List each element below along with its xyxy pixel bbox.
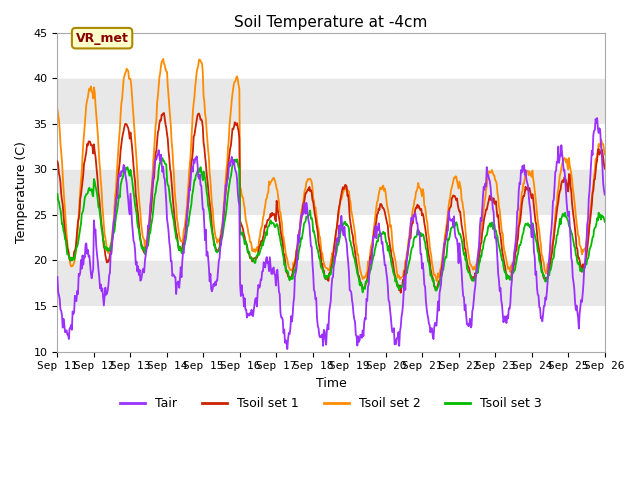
Y-axis label: Temperature (C): Temperature (C) — [15, 141, 28, 243]
X-axis label: Time: Time — [316, 377, 346, 390]
Text: VR_met: VR_met — [76, 32, 129, 45]
Bar — [58, 306, 605, 351]
Bar — [58, 124, 605, 169]
Legend: Tair, Tsoil set 1, Tsoil set 2, Tsoil set 3: Tair, Tsoil set 1, Tsoil set 2, Tsoil se… — [115, 393, 547, 416]
Title: Soil Temperature at -4cm: Soil Temperature at -4cm — [234, 15, 428, 30]
Bar — [58, 33, 605, 78]
Bar — [58, 215, 605, 261]
Bar — [58, 261, 605, 306]
Bar — [58, 78, 605, 124]
Bar — [58, 169, 605, 215]
